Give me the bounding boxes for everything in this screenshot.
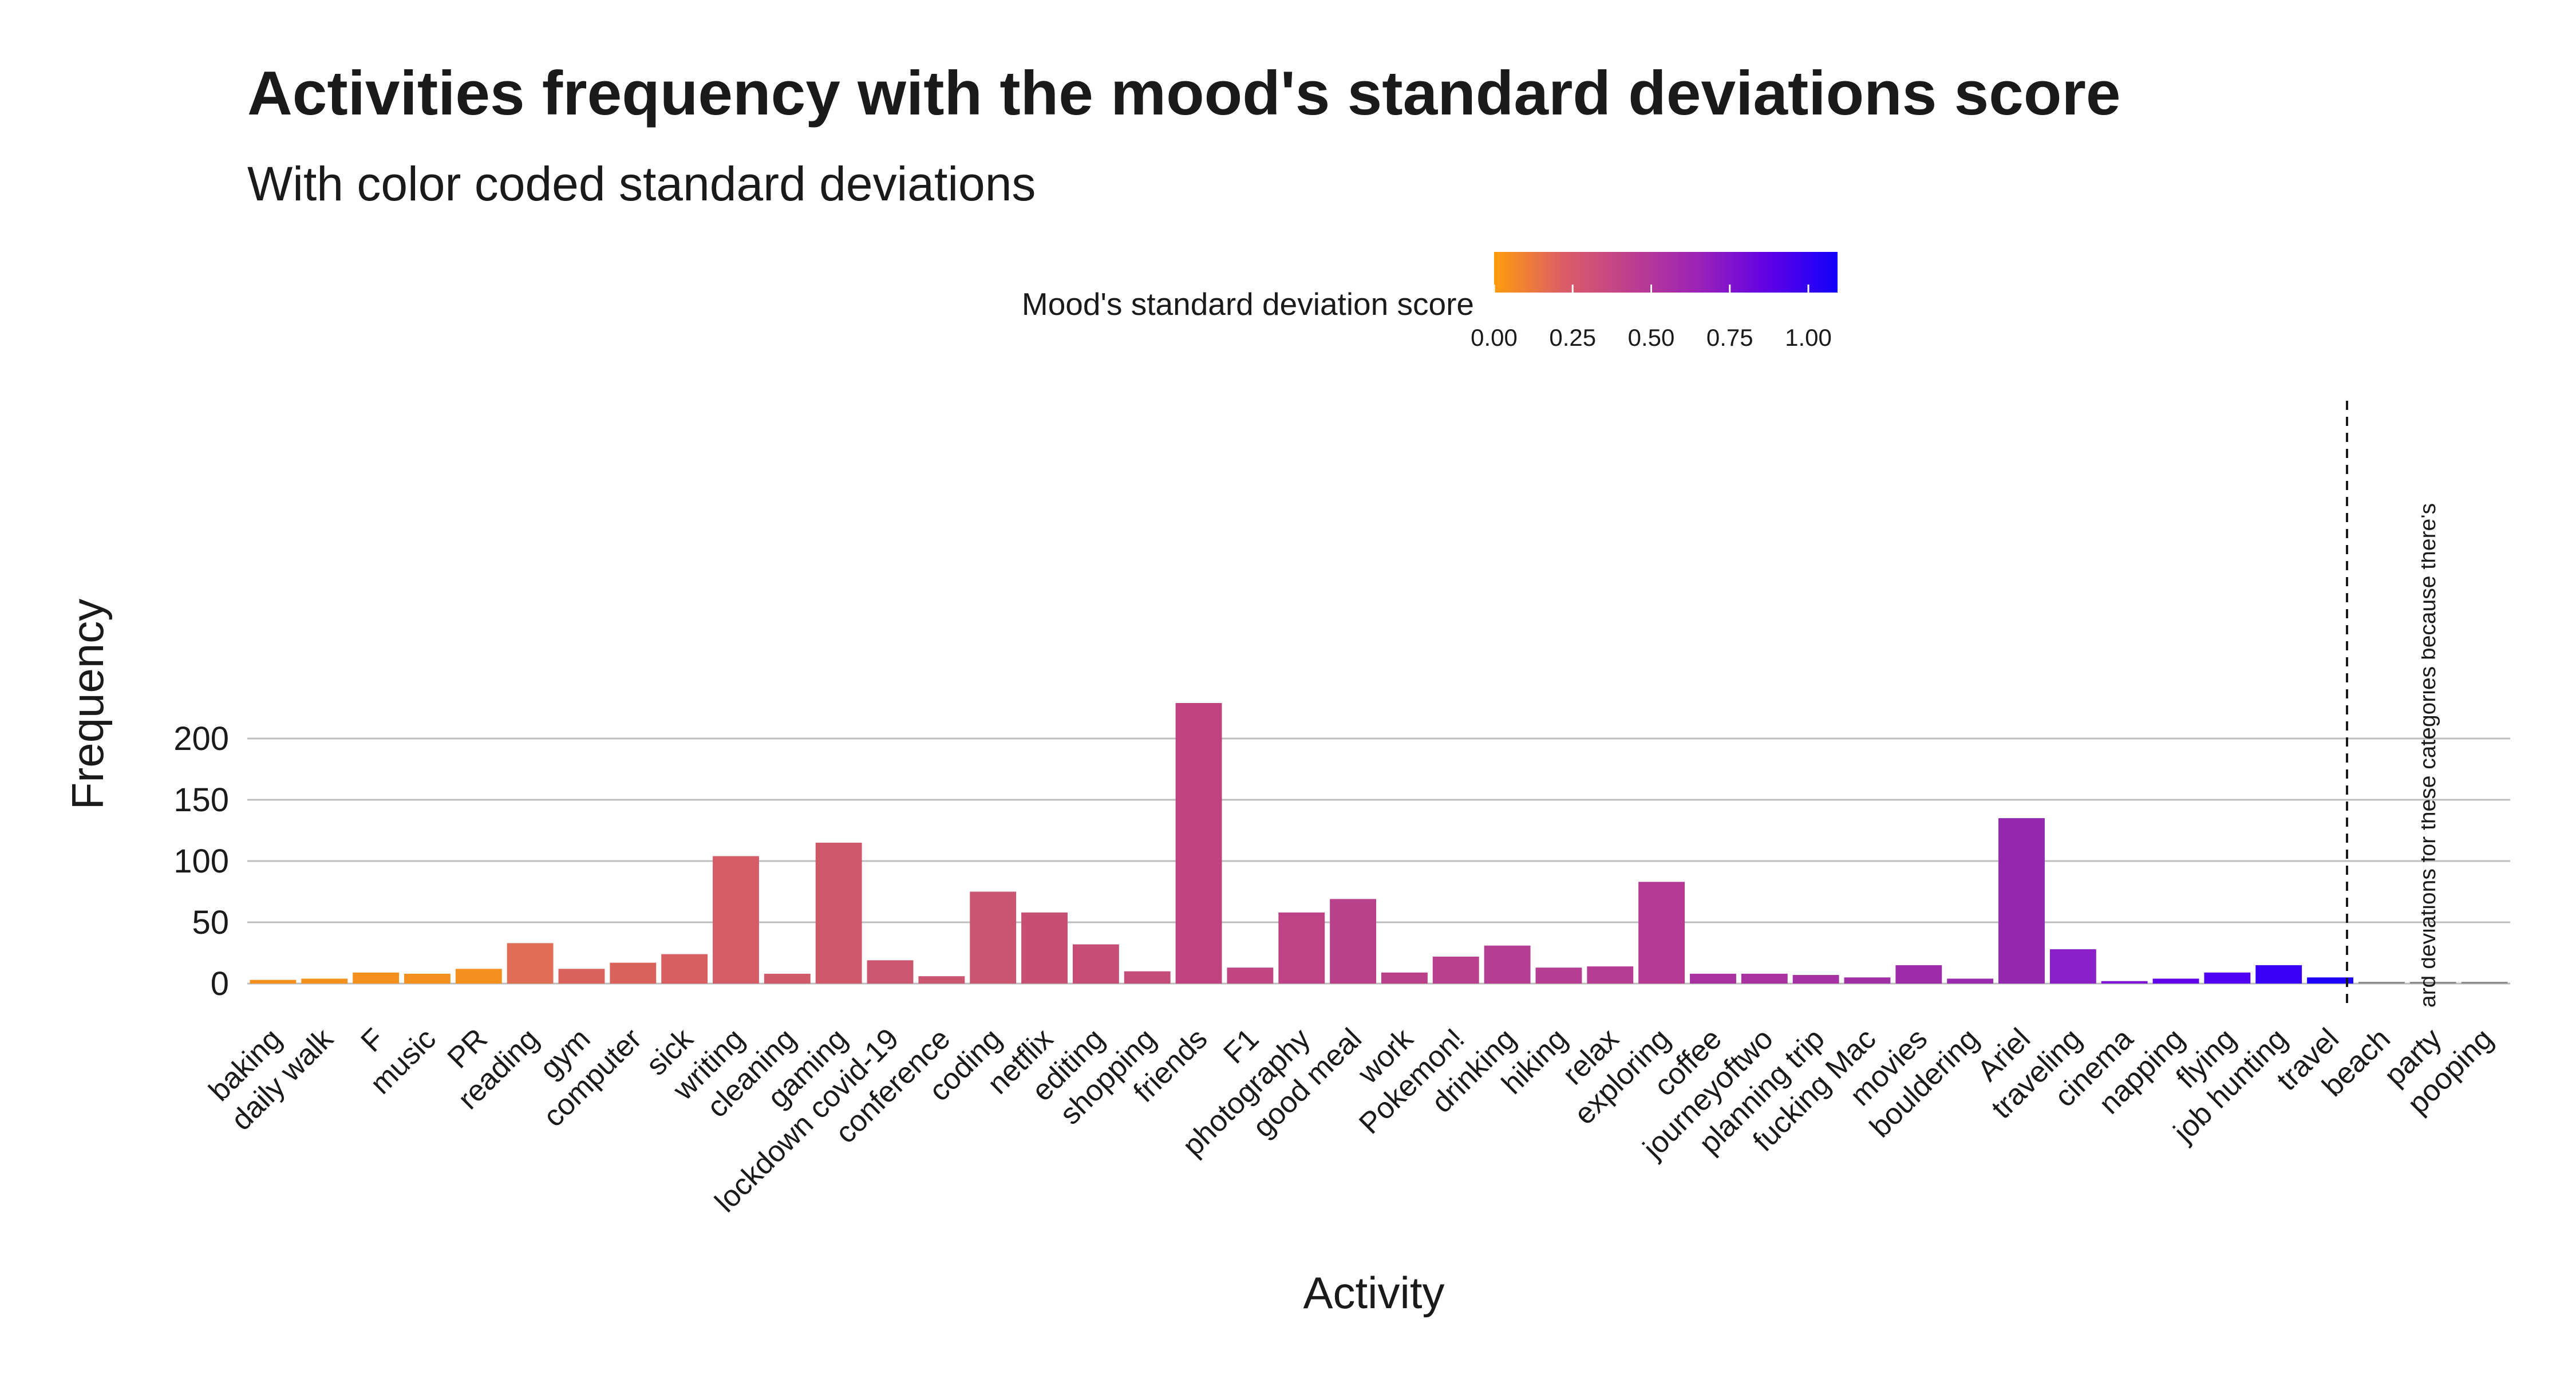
bar	[2358, 982, 2405, 984]
chart-subtitle: With color coded standard deviations	[247, 157, 1036, 211]
chart-title: Activities frequency with the mood's sta…	[247, 58, 2121, 128]
bar	[1998, 818, 2045, 984]
bar	[1535, 968, 1582, 984]
bar	[1381, 972, 1428, 984]
legend: Mood's standard deviation score 0.00 0.25…	[1022, 252, 1838, 351]
bar	[2204, 972, 2251, 984]
bar	[455, 969, 502, 984]
bar	[353, 972, 400, 984]
annotation-text: ard deviations for these categories beca…	[2416, 503, 2440, 1008]
bar	[970, 891, 1017, 984]
bar	[764, 973, 811, 984]
y-axis-ticks: 0 50 100 150 200	[173, 720, 229, 1002]
legend-tick-label: 0.50	[1628, 324, 1675, 351]
bar	[1792, 975, 1839, 984]
bar	[1587, 966, 1634, 984]
bar	[867, 960, 914, 984]
bar	[1947, 978, 1994, 984]
bar	[1278, 912, 1325, 984]
bar	[1072, 944, 1119, 984]
bar	[2409, 982, 2456, 984]
bar	[610, 962, 657, 984]
y-tick-label: 150	[173, 781, 229, 819]
bar	[558, 969, 605, 984]
bar	[1895, 965, 1942, 984]
bar	[1021, 912, 1068, 984]
y-axis-title: Frequency	[62, 599, 113, 810]
bar	[815, 842, 862, 984]
y-tick-label: 100	[173, 843, 229, 880]
bar	[1844, 977, 1891, 984]
bar	[2101, 981, 2148, 984]
legend-ticks: 0.00 0.25 0.50 0.75 1.00	[1471, 285, 1832, 351]
legend-tick-label: 0.75	[1706, 324, 1753, 351]
bar	[918, 976, 965, 984]
bar	[1330, 899, 1377, 984]
gridlines	[247, 737, 2510, 985]
bar	[2152, 978, 2199, 984]
bar	[404, 973, 451, 984]
y-tick-label: 0	[211, 965, 229, 1002]
bar	[1432, 956, 1479, 984]
bar	[2307, 977, 2353, 984]
bar	[661, 954, 708, 984]
bar	[301, 978, 348, 984]
bar	[1638, 882, 1685, 984]
bar	[2461, 982, 2508, 984]
x-tick-label: F	[355, 1022, 391, 1058]
y-tick-label: 50	[192, 904, 229, 941]
bar	[1690, 973, 1736, 984]
bar	[250, 980, 297, 984]
bar	[2049, 949, 2096, 984]
bar	[1484, 945, 1531, 984]
bars	[250, 702, 2508, 984]
legend-color-bar	[1494, 252, 1838, 293]
bar	[713, 856, 759, 984]
bar	[507, 943, 554, 984]
bar	[2255, 965, 2302, 984]
y-tick-label: 200	[173, 720, 229, 757]
bar	[1124, 971, 1171, 984]
bar	[1227, 968, 1274, 984]
bar	[1741, 973, 1788, 984]
x-axis-title: Activity	[1303, 1268, 1444, 1318]
legend-title: Mood's standard deviation score	[1022, 286, 1474, 322]
legend-tick-label: 0.00	[1471, 324, 1518, 351]
legend-tick-label: 1.00	[1785, 324, 1832, 351]
legend-tick-label: 0.25	[1549, 324, 1596, 351]
bar	[1175, 702, 1222, 984]
